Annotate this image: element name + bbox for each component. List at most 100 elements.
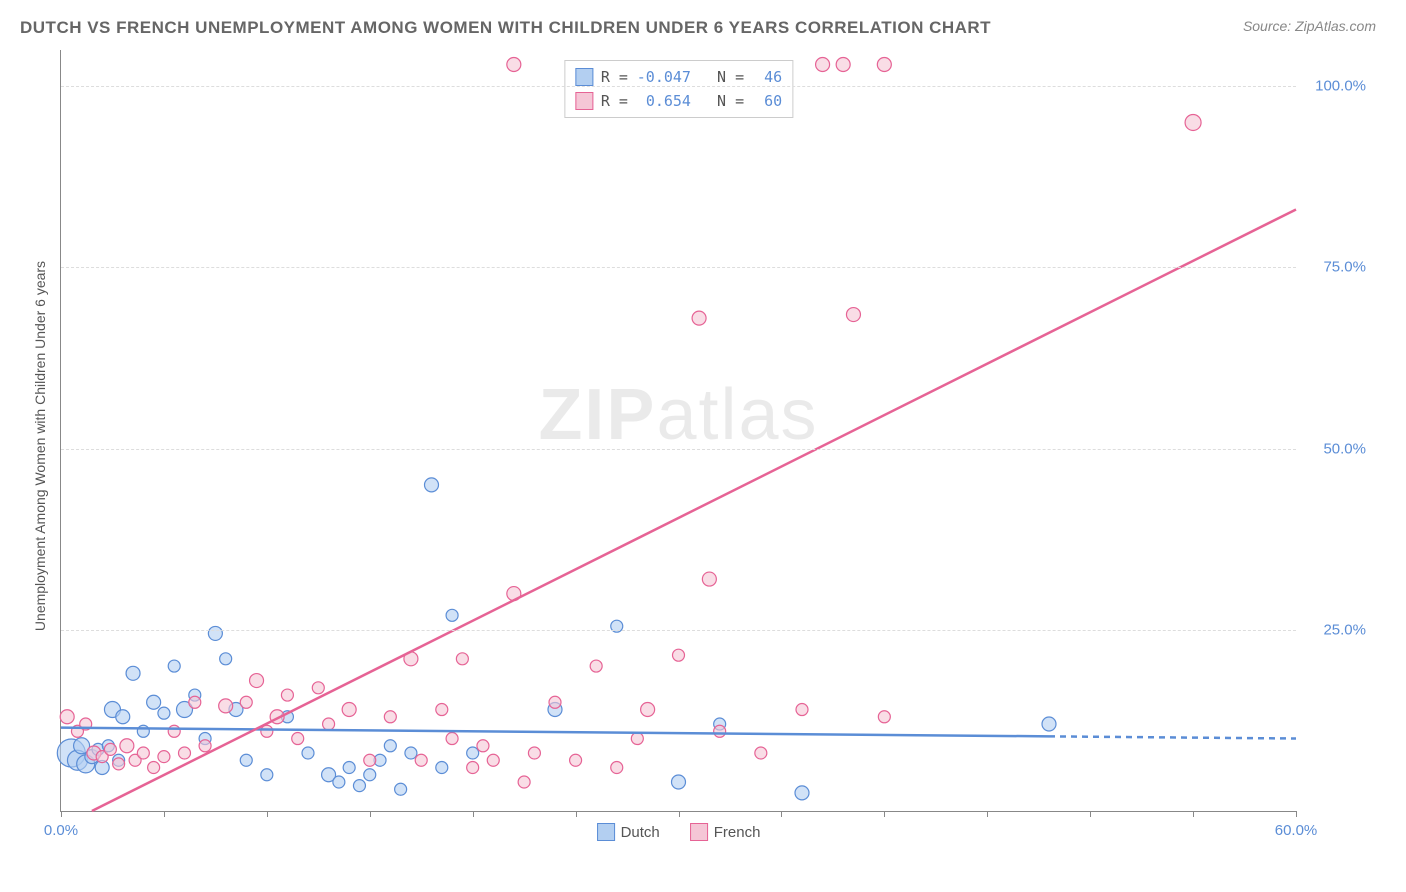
scatter-point [415,754,427,766]
source-attribution: Source: ZipAtlas.com [1243,18,1376,34]
scatter-point [549,696,561,708]
scatter-point [714,725,726,737]
scatter-point [631,733,643,745]
scatter-point [333,776,345,788]
x-tick [267,811,268,817]
scatter-point [692,311,706,325]
legend-swatch [575,68,593,86]
y-tick-label: 100.0% [1315,78,1366,95]
scatter-point [518,776,530,788]
scatter-point [816,57,830,71]
scatter-point [220,653,232,665]
x-tick [884,811,885,817]
regression-line [92,209,1296,811]
scatter-point [477,740,489,752]
scatter-point [672,775,686,789]
scatter-point [796,704,808,716]
scatter-point [590,660,602,672]
scatter-point [113,758,125,770]
r-label: R = [601,89,628,113]
gridline [61,449,1296,450]
legend-label: French [714,824,761,841]
legend-label: Dutch [621,824,660,841]
scatter-point [1042,717,1056,731]
y-tick-label: 50.0% [1323,440,1366,457]
x-tick [370,811,371,817]
plot-area: ZIPatlas R =-0.047 N =46R =0.654 N =60 D… [60,50,1296,812]
scatter-point [877,57,891,71]
scatter-point [846,308,860,322]
scatter-point [104,743,116,755]
scatter-point [343,762,355,774]
legend-item: Dutch [597,823,660,841]
scatter-point [240,754,252,766]
scatter-point [60,710,74,724]
scatter-point [312,682,324,694]
x-tick [1193,811,1194,817]
scatter-point [487,754,499,766]
x-tick [987,811,988,817]
scatter-point [384,711,396,723]
x-tick [1296,811,1297,817]
gridline [61,267,1296,268]
series-legend: Dutch French [597,823,761,841]
n-label: N = [699,89,744,113]
x-tick-label: 60.0% [1275,822,1318,839]
scatter-point [611,762,623,774]
scatter-point [425,478,439,492]
scatter-point [446,733,458,745]
scatter-point [158,707,170,719]
correlation-legend: R =-0.047 N =46R =0.654 N =60 [564,60,793,118]
scatter-point [189,696,201,708]
scatter-point [673,649,685,661]
scatter-point [456,653,468,665]
scatter-point [467,762,479,774]
scatter-point [528,747,540,759]
gridline [61,630,1296,631]
scatter-point [702,572,716,586]
scatter-point [436,704,448,716]
scatter-point [116,710,130,724]
scatter-point [302,747,314,759]
gridline [61,86,1296,87]
scatter-point [120,739,134,753]
x-tick [61,811,62,817]
scatter-point [250,674,264,688]
chart-title: DUTCH VS FRENCH UNEMPLOYMENT AMONG WOMEN… [20,18,991,38]
scatter-point [148,762,160,774]
scatter-point [395,783,407,795]
x-tick [679,811,680,817]
scatter-point [342,703,356,717]
scatter-point [364,754,376,766]
scatter-point [281,689,293,701]
scatter-point [137,747,149,759]
scatter-plot-svg [61,50,1296,811]
scatter-point [168,660,180,672]
regression-line-dashed [1049,736,1296,738]
legend-swatch [690,823,708,841]
scatter-point [507,57,521,71]
x-tick [1090,811,1091,817]
scatter-point [137,725,149,737]
scatter-point [208,626,222,640]
legend-swatch [575,92,593,110]
legend-row: R =0.654 N =60 [575,89,782,113]
scatter-point [158,751,170,763]
scatter-point [240,696,252,708]
scatter-point [364,769,376,781]
scatter-point [878,711,890,723]
scatter-point [199,740,211,752]
scatter-point [446,609,458,621]
y-tick-label: 75.0% [1323,259,1366,276]
x-tick-label: 0.0% [44,822,78,839]
x-tick [164,811,165,817]
scatter-point [467,747,479,759]
scatter-point [405,747,417,759]
scatter-point [836,57,850,71]
x-tick [473,811,474,817]
n-value: 60 [752,89,782,113]
scatter-point [353,780,365,792]
legend-swatch [597,823,615,841]
scatter-point [384,740,396,752]
chart-container: Unemployment Among Women with Children U… [50,50,1376,842]
